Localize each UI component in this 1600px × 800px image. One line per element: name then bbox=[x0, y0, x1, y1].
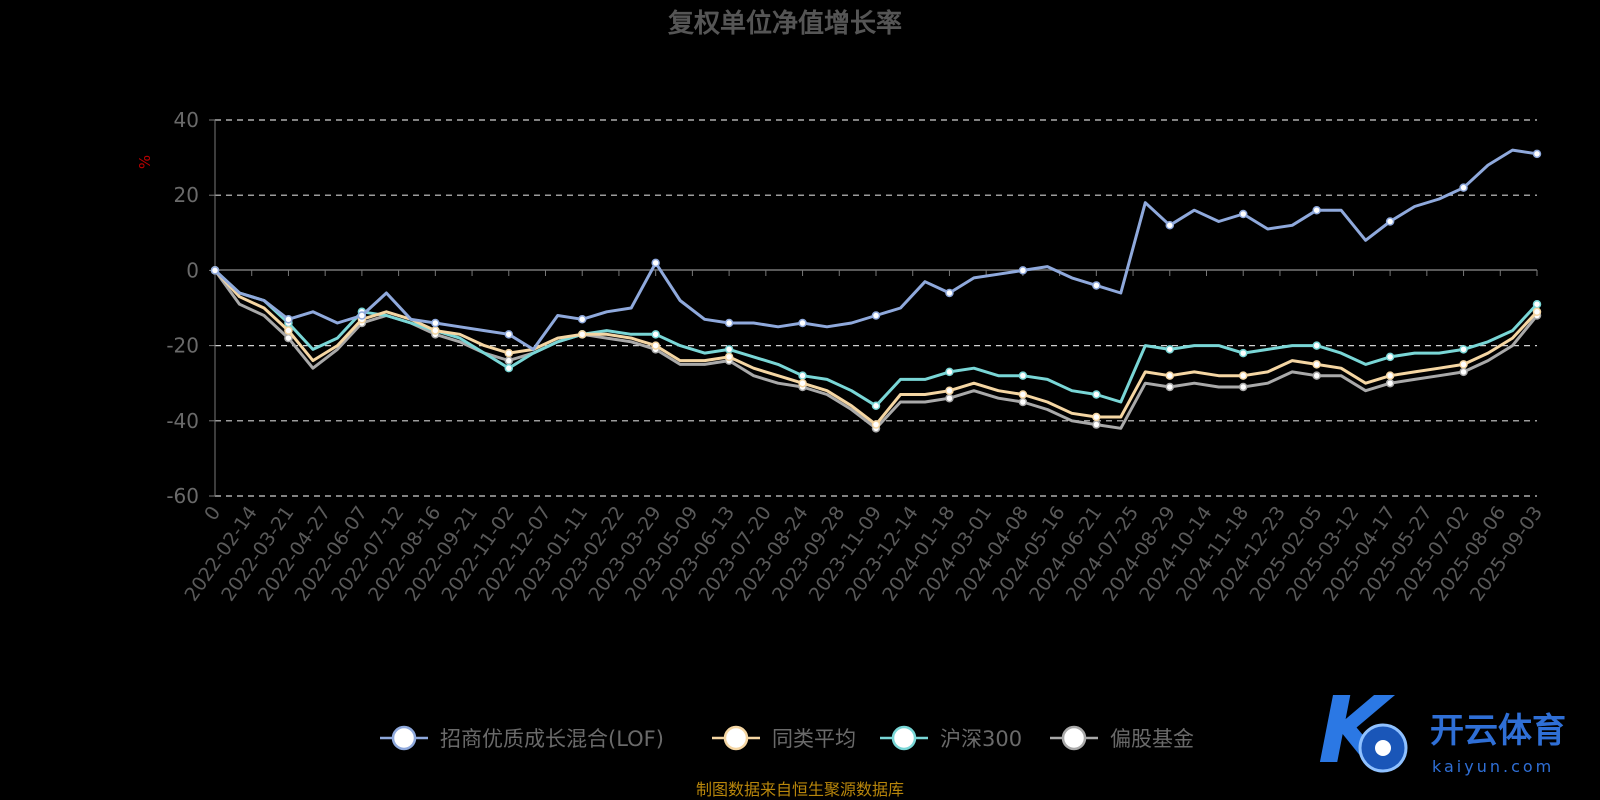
series-point bbox=[1312, 341, 1321, 350]
series-point bbox=[284, 326, 293, 335]
series-point bbox=[431, 326, 440, 335]
series-point bbox=[1092, 420, 1101, 429]
series-point bbox=[504, 348, 514, 358]
series-point bbox=[1092, 412, 1101, 422]
kaiyun-logo: K 开云体育 kaiyun.com bbox=[1318, 677, 1566, 784]
legend-item[interactable]: 沪深300 bbox=[880, 725, 1022, 751]
series-point bbox=[1385, 378, 1395, 388]
series-point bbox=[1018, 371, 1028, 380]
legend-label: 沪深300 bbox=[940, 727, 1022, 751]
chart-title: 复权单位净值增长率 bbox=[668, 8, 902, 39]
logo-name-cn: 开云体育 bbox=[1430, 711, 1566, 751]
series-point bbox=[1165, 345, 1175, 354]
y-tick-label: 40 bbox=[174, 108, 199, 132]
legend[interactable]: 招商优质成长混合(LOF) 同类平均 沪深300 偏股基金 bbox=[380, 725, 1194, 751]
series-line bbox=[213, 269, 1539, 408]
y-axis-unit: % bbox=[136, 155, 154, 169]
y-axis-ticks: 40 20 0 -20 -40 -60 bbox=[166, 108, 215, 508]
series-point bbox=[651, 258, 660, 268]
series-point bbox=[651, 341, 660, 350]
series-point bbox=[871, 401, 881, 411]
series-point bbox=[945, 386, 954, 395]
series-point bbox=[210, 266, 220, 275]
grid-lines bbox=[215, 119, 1537, 497]
series-point bbox=[1092, 281, 1101, 290]
series-point bbox=[945, 367, 954, 377]
logo-name-en: kaiyun.com bbox=[1432, 757, 1554, 776]
series-point bbox=[504, 363, 514, 373]
series-point bbox=[1165, 221, 1175, 230]
series-point bbox=[1165, 371, 1175, 380]
series-point bbox=[431, 318, 440, 328]
series-point bbox=[1018, 266, 1028, 275]
series-point bbox=[871, 420, 881, 429]
series-point bbox=[1018, 397, 1028, 407]
y-tick-label: 20 bbox=[174, 183, 199, 207]
series-point bbox=[1092, 390, 1101, 399]
series-point bbox=[284, 315, 293, 324]
series-point bbox=[724, 318, 734, 328]
legend-label: 招商优质成长混合(LOF) bbox=[440, 727, 664, 751]
series-point bbox=[1385, 217, 1395, 226]
legend-marker-icon bbox=[891, 725, 917, 751]
series-point bbox=[798, 371, 807, 380]
legend-label: 同类平均 bbox=[772, 727, 856, 751]
series-point bbox=[945, 393, 954, 403]
series-point bbox=[1459, 360, 1468, 369]
y-tick-label: -60 bbox=[166, 484, 199, 508]
series-point bbox=[1238, 348, 1248, 358]
y-tick-label: -20 bbox=[166, 334, 199, 358]
series-point bbox=[798, 378, 807, 388]
x-tick-label: 0 bbox=[200, 502, 225, 525]
legend-marker-icon bbox=[1061, 725, 1087, 751]
series-point bbox=[1238, 371, 1248, 380]
legend-marker-icon bbox=[391, 725, 417, 751]
series-point bbox=[1312, 371, 1321, 380]
legend-item[interactable]: 同类平均 bbox=[712, 725, 856, 751]
legend-item[interactable]: 偏股基金 bbox=[1050, 725, 1194, 751]
series-line bbox=[213, 269, 1539, 427]
series-point bbox=[1018, 390, 1028, 399]
series-point bbox=[1459, 367, 1468, 377]
series-point bbox=[504, 356, 514, 365]
series-point bbox=[1459, 345, 1468, 354]
series-point bbox=[1165, 382, 1175, 392]
series-point bbox=[1532, 307, 1542, 317]
series-point bbox=[871, 311, 881, 320]
series-point bbox=[1532, 299, 1542, 309]
series-point bbox=[724, 352, 734, 362]
series-point bbox=[1532, 149, 1542, 159]
series-point bbox=[1238, 382, 1248, 392]
series-point bbox=[1238, 209, 1248, 219]
series-point bbox=[357, 311, 367, 320]
series-point bbox=[1312, 360, 1321, 369]
series-point bbox=[1312, 205, 1321, 215]
series-point bbox=[1459, 183, 1468, 192]
series-group bbox=[210, 148, 1542, 433]
y-tick-label: -40 bbox=[166, 409, 199, 433]
soccer-ball-center-icon bbox=[1375, 740, 1391, 756]
series-point bbox=[577, 315, 587, 324]
legend-marker-icon bbox=[723, 725, 749, 751]
legend-item[interactable]: 招商优质成长混合(LOF) bbox=[380, 725, 664, 751]
series-point bbox=[577, 330, 587, 339]
series-point bbox=[724, 345, 734, 354]
series-point bbox=[945, 288, 954, 298]
legend-label: 偏股基金 bbox=[1110, 727, 1194, 751]
data-source-note: 制图数据来自恒生聚源数据库 bbox=[696, 780, 904, 799]
series-point bbox=[651, 330, 660, 339]
series-point bbox=[1385, 352, 1395, 362]
series-point bbox=[1385, 371, 1395, 380]
series-point bbox=[504, 330, 514, 339]
series-point bbox=[798, 318, 807, 328]
y-tick-label: 0 bbox=[186, 258, 199, 282]
